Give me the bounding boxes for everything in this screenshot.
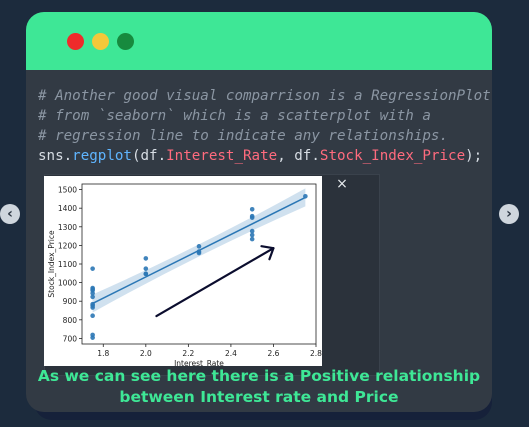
window-titlebar — [26, 12, 492, 70]
trend-arrow-head — [260, 245, 275, 261]
regression-chart-svg: 700 800 900 1000 1100 1200 1300 1400 1500 1.8 2.0 2… — [47, 183, 322, 368]
data-point — [249, 236, 255, 242]
close-output-button[interactable]: × — [336, 176, 348, 192]
code-function: regplot — [72, 148, 132, 164]
code-statement: sns.regplot(df.Interest_Rate, df.Stock_I… — [38, 148, 482, 164]
x-tick-label: 2.6 — [267, 349, 279, 358]
code-dot: . — [63, 148, 73, 164]
data-point — [143, 266, 149, 271]
maximize-window-dot[interactable] — [117, 33, 134, 50]
data-point — [143, 256, 149, 261]
data-point — [90, 332, 95, 338]
code-comment-line: # Another good visual comparrison is a R… — [38, 88, 491, 104]
data-point — [249, 207, 255, 212]
code-close-paren: ); — [465, 148, 483, 164]
caption-line-1: As we can see here there is a Positive r… — [37, 367, 481, 385]
x-tick-label: 2.0 — [140, 349, 152, 358]
y-tick-label: 1400 — [58, 204, 77, 213]
data-point — [196, 249, 202, 254]
data-point — [249, 228, 255, 234]
data-point — [90, 313, 95, 319]
code-window: # Another good visual comparrison is a R… — [26, 12, 492, 412]
next-slide-button[interactable]: › — [499, 204, 519, 224]
data-point — [90, 285, 95, 291]
data-point — [249, 213, 255, 219]
data-point — [90, 294, 95, 300]
y-tick-label: 1100 — [58, 260, 77, 269]
y-tick-label: 1500 — [58, 186, 77, 195]
y-tick-label: 900 — [63, 297, 78, 306]
y-tick-label: 800 — [63, 316, 78, 325]
data-point — [303, 193, 308, 199]
data-point — [90, 301, 95, 307]
data-point — [196, 244, 202, 249]
minimize-window-dot[interactable] — [92, 33, 109, 50]
code-comment-line: # regression line to indicate any relati… — [38, 128, 448, 144]
code-separator: , df. — [277, 148, 320, 164]
data-point — [143, 271, 149, 277]
y-tick-label: 1200 — [58, 241, 77, 250]
data-point — [249, 232, 255, 238]
regression-plot: 700 800 900 1000 1100 1200 1300 1400 1500 1.8 2.0 2… — [44, 176, 322, 368]
x-tick-label: 1.8 — [97, 349, 109, 358]
previous-slide-button[interactable]: ‹ — [0, 204, 20, 224]
close-window-dot[interactable] — [67, 33, 84, 50]
trend-arrow-shaft — [155, 247, 275, 318]
caption-line-2: between Interest rate and Price — [119, 388, 399, 406]
y-tick-label: 700 — [63, 334, 78, 343]
y-axis-label: Stock_Index_Price — [47, 230, 56, 298]
caption: As we can see here there is a Positive r… — [26, 366, 492, 408]
x-tick-label: 2.8 — [310, 349, 322, 358]
code-module: sns — [38, 148, 64, 164]
x-tick-label: 2.4 — [225, 349, 237, 358]
code-arg-interest-rate: Interest_Rate — [166, 148, 278, 164]
code-open-paren: (df. — [131, 148, 167, 164]
code-comment-line: # from `seaborn` which is a scatterplot … — [38, 108, 431, 124]
code-cell: # Another good visual comparrison is a R… — [38, 86, 491, 166]
y-tick-label: 1000 — [58, 279, 77, 288]
x-axis-label: Interest_Rate — [174, 359, 224, 366]
data-point — [90, 266, 95, 271]
y-tick-label: 1300 — [58, 223, 77, 232]
code-arg-stock-index-price: Stock_Index_Price — [319, 148, 466, 164]
x-tick-label: 2.2 — [182, 349, 194, 358]
